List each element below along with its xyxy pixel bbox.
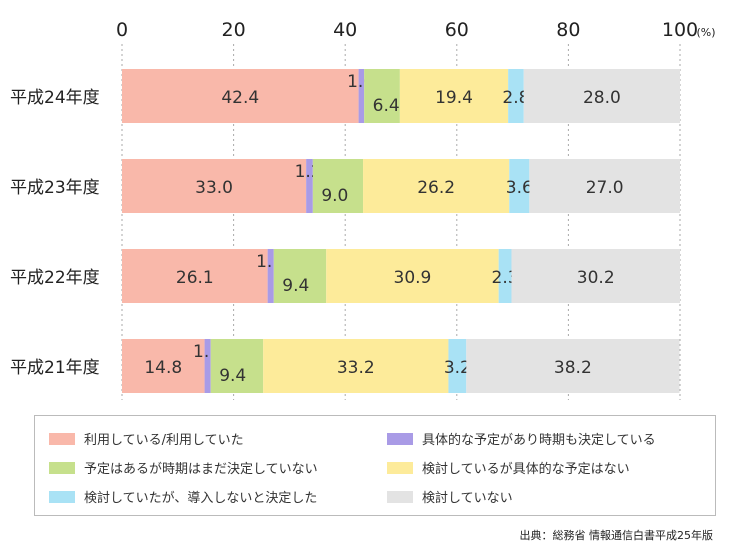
x-unit-label: (%): [696, 26, 715, 39]
bar-segment: [466, 339, 680, 393]
data-label: 30.2: [577, 268, 615, 288]
bar-segment: [326, 249, 499, 303]
x-tick-label: 20: [222, 19, 246, 41]
data-label: 42.4: [221, 88, 259, 108]
bar-segment: [122, 249, 268, 303]
legend-swatch: [387, 461, 413, 474]
legend-item: 検討していない: [387, 487, 513, 506]
legend-swatch: [387, 432, 413, 445]
data-label: 30.9: [394, 268, 432, 288]
bar-segment: [363, 159, 510, 213]
data-label: 9.4: [219, 366, 246, 386]
legend-label: 検討していない: [422, 491, 513, 506]
category-label: 平成22年度: [10, 268, 100, 288]
bar-segment: [263, 339, 449, 393]
data-label: 27.0: [586, 178, 624, 198]
legend-item: 予定はあるが時期はまだ決定していない: [49, 458, 318, 477]
legend-item: 利用している/利用していた: [49, 429, 244, 448]
bar-segment: [306, 159, 313, 213]
data-label: 33.2: [337, 358, 375, 378]
bar-segment: [523, 69, 680, 123]
bar-segment: [529, 159, 680, 213]
bar-segment: [204, 339, 211, 393]
legend-label: 具体的な予定があり時期も決定している: [422, 433, 656, 448]
data-label: 26.1: [176, 268, 214, 288]
bar-segment: [509, 159, 530, 213]
data-label: 9.0: [321, 186, 348, 206]
bar-segment: [122, 159, 307, 213]
bar-segment: [498, 249, 512, 303]
data-label: 2.8: [502, 88, 529, 108]
bar-segment: [210, 339, 264, 393]
bar-segment: [273, 249, 327, 303]
legend-swatch: [49, 432, 75, 445]
data-label: 6.4: [373, 96, 400, 116]
data-label: 38.2: [554, 358, 592, 378]
bar-segment: [508, 69, 524, 123]
bar-segment: [122, 69, 359, 123]
data-label: 33.0: [195, 178, 233, 198]
data-label: 3.2: [444, 358, 471, 378]
data-label: 9.4: [282, 276, 309, 296]
bar-segment: [312, 159, 364, 213]
bar-segment: [448, 339, 467, 393]
legend-item: 検討しているが具体的な予定はない: [387, 458, 630, 477]
legend-swatch: [387, 490, 413, 503]
legend-label: 検討しているが具体的な予定はない: [422, 462, 630, 477]
bar-segment: [511, 249, 680, 303]
bar-segment: [364, 69, 400, 123]
legend-swatch: [49, 461, 75, 474]
data-label: 14.8: [144, 358, 182, 378]
category-label: 平成21年度: [10, 358, 100, 378]
source-note: 出典：総務省 情報通信白書平成25年版: [519, 529, 714, 542]
category-label: 平成24年度: [10, 88, 100, 108]
data-label: 19.4: [435, 88, 473, 108]
legend: 利用している/利用していた 具体的な予定があり時期も決定している 予定はあるが時…: [34, 415, 716, 516]
bar-segment: [122, 339, 205, 393]
x-tick-label: 60: [445, 19, 469, 41]
legend-swatch: [49, 490, 75, 503]
bar-segment: [267, 249, 274, 303]
legend-item: 検討していたが、導入しないと決定した: [49, 487, 317, 506]
data-label: 26.2: [417, 178, 455, 198]
category-label: 平成23年度: [10, 178, 100, 198]
stacked-bar-chart: 0 20 40 60 80 100(%)平成24年度 42.41.06.4 19.4 2.8 28…: [10, 19, 716, 400]
x-tick-label: 80: [556, 19, 580, 41]
legend-label: 予定はあるが時期はまだ決定していない: [84, 462, 318, 477]
legend-label: 利用している/利用していた: [84, 433, 244, 448]
legend-label: 検討していたが、導入しないと決定した: [84, 491, 318, 506]
x-tick-label: 100: [662, 19, 698, 41]
bar-segment: [399, 69, 509, 123]
x-tick-label: 0: [116, 19, 128, 41]
data-label: 3.6: [506, 178, 533, 198]
bar-segment: [358, 69, 365, 123]
data-label: 28.0: [583, 88, 621, 108]
legend-item: 具体的な予定があり時期も決定している: [387, 429, 656, 448]
x-tick-label: 40: [333, 19, 357, 41]
